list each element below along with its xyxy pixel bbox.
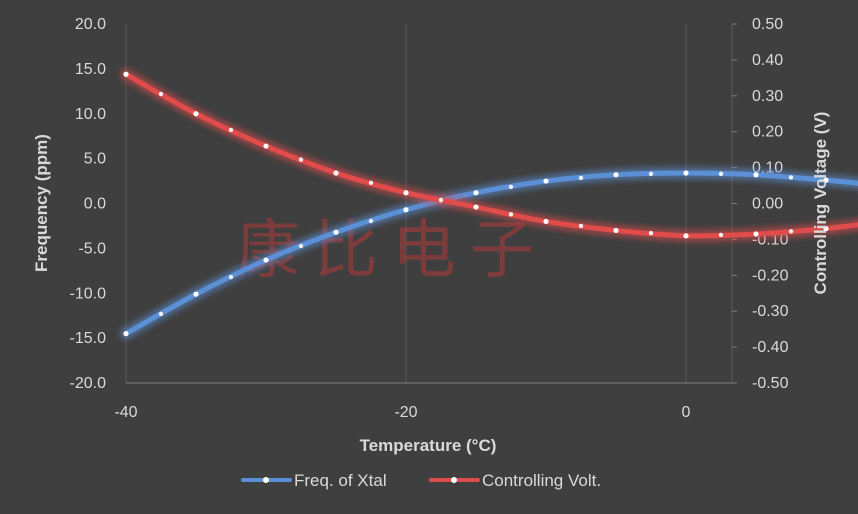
data-point — [683, 170, 689, 176]
series-bead — [578, 223, 584, 229]
series-bead — [228, 127, 234, 133]
y-axis-title: Frequency (ppm) — [32, 134, 51, 272]
data-point — [123, 71, 129, 77]
series-bead — [718, 232, 724, 238]
data-point — [403, 207, 409, 213]
y2-tick-label: -0.40 — [752, 339, 789, 356]
data-point — [683, 233, 689, 239]
series-layer — [120, 68, 858, 340]
series-bead — [508, 212, 514, 217]
y-tick-label: 20.0 — [75, 16, 106, 33]
data-point — [823, 226, 829, 232]
y-tick-label: 0.0 — [84, 196, 106, 213]
data-point — [123, 331, 129, 337]
series-bead — [158, 311, 164, 317]
legend-marker-freq — [263, 477, 269, 483]
legend-label-volt: Controlling Volt. — [482, 471, 601, 490]
data-point — [473, 190, 479, 196]
data-point — [403, 190, 409, 196]
series-bead — [368, 180, 374, 186]
series-line — [123, 170, 858, 337]
y2-tick-label: -0.20 — [752, 267, 789, 284]
y-tick-label: -15.0 — [70, 330, 107, 347]
legend-item-volt: Controlling Volt. — [429, 471, 601, 490]
series-bead — [788, 229, 794, 234]
y2-tick-label: 0.50 — [752, 16, 783, 33]
data-point — [823, 177, 829, 183]
data-point — [193, 291, 199, 297]
series-bead — [438, 197, 444, 203]
y2-tick-label: 0.00 — [752, 196, 783, 213]
x-tick-label: -40 — [114, 404, 137, 421]
series-bead — [368, 218, 374, 224]
y2-tick-label: -0.30 — [752, 303, 789, 320]
series-line — [123, 71, 858, 239]
y2-tick-label: 0.30 — [752, 88, 783, 105]
series-bead — [228, 274, 234, 280]
series-bead — [158, 91, 164, 97]
left-axis-ticks: 20.0 15.0 10.0 5.0 0.0 -5.0 -10.0 -15.0 -20.0 — [70, 16, 107, 392]
y-tick-label: 15.0 — [75, 61, 106, 78]
legend: Freq. of Xtal Controlling Volt. — [241, 471, 601, 490]
data-point — [263, 257, 269, 263]
y2-axis-title: Controlling Voltage (V) — [811, 112, 830, 295]
series-bead — [718, 171, 724, 177]
data-point — [753, 172, 759, 178]
series-0 — [120, 166, 858, 340]
legend-item-freq: Freq. of Xtal — [241, 471, 387, 490]
series-1 — [120, 68, 858, 242]
x-axis-title: Temperature (°C) — [360, 436, 497, 455]
data-point — [543, 178, 549, 184]
series-bead — [298, 243, 304, 249]
legend-marker-volt — [451, 477, 457, 483]
legend-label-freq: Freq. of Xtal — [294, 471, 387, 490]
x-tick-label: -20 — [394, 404, 417, 421]
y-tick-label: -20.0 — [70, 375, 107, 392]
y-tick-label: -10.0 — [70, 285, 107, 302]
series-bead — [648, 171, 654, 177]
data-point — [333, 229, 339, 235]
series-bead — [298, 157, 304, 162]
series-bead — [648, 230, 654, 236]
series-bead — [788, 175, 794, 180]
y-tick-label: 5.0 — [84, 151, 106, 168]
data-point — [753, 231, 759, 237]
data-point — [613, 172, 619, 178]
data-point — [193, 111, 199, 117]
data-point — [333, 170, 339, 176]
data-point — [263, 143, 269, 149]
series-bead — [578, 175, 584, 181]
data-point — [473, 204, 479, 210]
data-point — [543, 218, 549, 225]
y2-tick-label: 0.40 — [752, 52, 783, 69]
y2-tick-label: 0.20 — [752, 124, 783, 141]
x-tick-label: 0 — [682, 404, 691, 421]
series-bead — [508, 184, 514, 190]
y-tick-label: -5.0 — [78, 240, 106, 257]
y-tick-label: 10.0 — [75, 106, 106, 123]
y2-tick-label: -0.50 — [752, 375, 789, 392]
gridlines — [125, 24, 733, 384]
data-point — [613, 227, 619, 234]
x-axis-ticks: -40-20020406080 — [114, 404, 691, 421]
